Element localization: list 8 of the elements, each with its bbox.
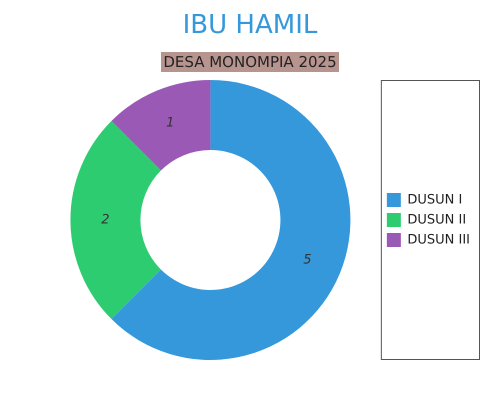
legend-label: DUSUN II — [407, 212, 466, 228]
legend-label: DUSUN III — [407, 232, 470, 248]
chart-title: IBU HAMIL — [182, 10, 318, 40]
data-label: 5 — [303, 252, 312, 268]
data-label: 2 — [101, 212, 110, 228]
data-label: 1 — [166, 115, 174, 130]
chart-subtitle: DESA MONOMPIA 2025 — [161, 52, 339, 72]
legend-label: DUSUN I — [407, 192, 462, 208]
